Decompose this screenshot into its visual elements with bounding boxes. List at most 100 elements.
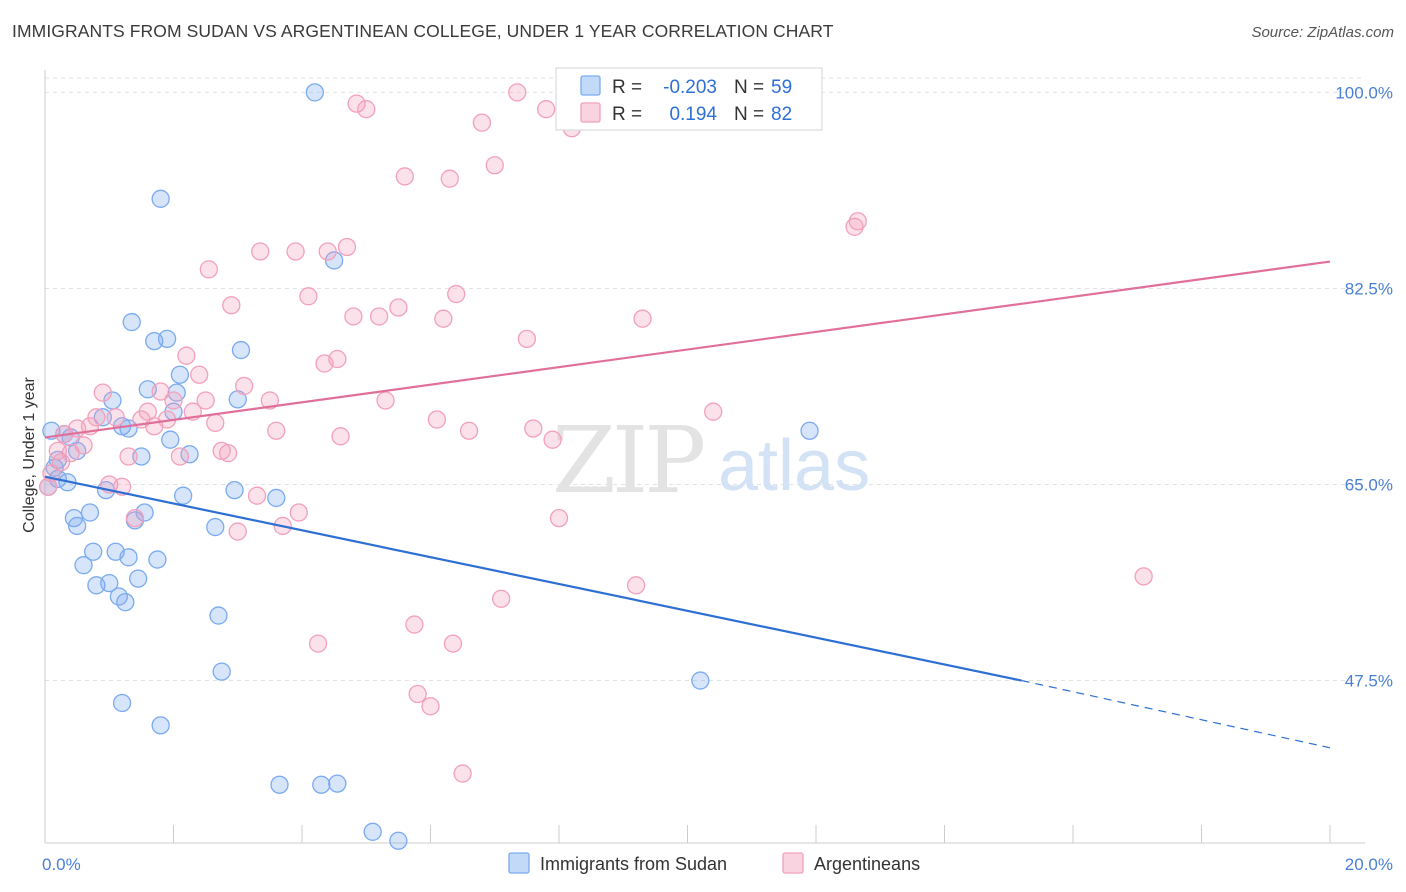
x-tick-label-0: 0.0%: [42, 855, 81, 874]
point-0-46: [312, 775, 331, 794]
point-1-51: [376, 391, 395, 410]
point-1-71: [543, 430, 562, 449]
watermark: ZIP atlas: [552, 407, 870, 514]
point-0-42: [231, 340, 251, 360]
axes: [44, 70, 1365, 844]
point-1-56: [421, 697, 440, 716]
legend-swatch-argentineans: [580, 102, 601, 123]
watermark-zip: ZIP: [552, 407, 703, 514]
point-0-39: [212, 662, 231, 681]
grid-lines: [45, 77, 1365, 682]
point-1-75: [633, 309, 652, 328]
point-1-44: [328, 349, 347, 369]
point-0-49: [363, 822, 382, 841]
point-1-58: [434, 309, 453, 328]
point-1-47: [344, 307, 363, 326]
point-1-21: [170, 447, 190, 466]
point-0-53: [691, 671, 710, 690]
y-tick-labels: 47.5% 65.0% 82.5% 100.0%: [1335, 83, 1393, 690]
point-1-55: [408, 684, 427, 704]
trend-line-extension-0: [1021, 679, 1331, 749]
legend-n-value-argentineans: 82: [771, 104, 792, 125]
point-1-74: [626, 576, 646, 595]
point-0-8: [74, 556, 93, 575]
point-1-62: [453, 764, 472, 783]
point-1-40: [299, 287, 318, 306]
point-1-63: [459, 421, 479, 440]
y-tick-label-3: 100.0%: [1335, 83, 1393, 102]
x-tick-label-1: 20.0%: [1345, 855, 1393, 874]
point-0-37: [206, 517, 225, 537]
watermark-atlas: atlas: [718, 426, 870, 506]
point-0-52: [151, 716, 170, 735]
legend-n-value-sudan: 59: [771, 77, 792, 98]
point-0-29: [151, 189, 170, 208]
point-1-54: [405, 615, 424, 634]
point-1-31: [228, 522, 247, 541]
point-1-67: [508, 83, 527, 102]
point-0-28: [148, 550, 167, 569]
point-1-76: [704, 402, 723, 421]
point-1-9: [93, 383, 112, 402]
point-0-40: [225, 480, 244, 500]
point-1-41: [308, 634, 328, 653]
point-1-69: [524, 419, 543, 438]
legend-bottom-swatch-sudan: [508, 852, 530, 874]
point-0-58: [119, 419, 138, 438]
point-1-81: [51, 452, 71, 472]
trend-line-0: [44, 475, 1022, 682]
point-0-47: [324, 251, 344, 270]
point-1-25: [196, 391, 215, 410]
x-tick-labels: 0.0% 20.0%: [42, 855, 1393, 874]
legend-bottom-label-argentineans: Argentineans: [814, 854, 920, 874]
chart-title: IMMIGRANTS FROM SUDAN VS ARGENTINEAN COL…: [12, 21, 834, 41]
point-0-25: [135, 503, 154, 522]
data-points: [39, 83, 1153, 850]
point-0-31: [161, 430, 180, 449]
point-1-78: [848, 212, 867, 231]
point-1-13: [119, 447, 138, 466]
point-1-43: [318, 242, 337, 261]
legend-top: R = -0.203 N = 59 R = 0.194 N = 82: [555, 67, 823, 131]
legend-swatch-sudan: [580, 75, 601, 96]
trend-line-1: [44, 260, 1331, 439]
point-1-14: [125, 508, 145, 528]
point-1-36: [267, 421, 286, 440]
point-1-50: [369, 307, 389, 326]
point-1-24: [190, 365, 209, 384]
point-0-51: [112, 693, 132, 713]
point-1-79: [1134, 567, 1153, 586]
point-0-44: [270, 775, 289, 794]
legend-n-label-argentineans: N =: [734, 104, 764, 125]
point-0-24: [132, 447, 151, 466]
point-1-11: [106, 408, 125, 427]
point-1-68: [517, 329, 537, 349]
y-axis-title: College, Under 1 year: [21, 377, 38, 533]
point-1-60: [443, 634, 463, 653]
legend-r-value-argentineans: 0.194: [669, 104, 717, 125]
point-1-30: [222, 296, 241, 315]
y-tick-label-2: 82.5%: [1345, 279, 1393, 298]
point-1-26: [199, 260, 218, 279]
point-1-59: [440, 169, 459, 188]
point-1-34: [251, 242, 270, 261]
point-0-20: [119, 548, 138, 567]
series-1: [39, 83, 1153, 783]
point-1-57: [427, 410, 447, 429]
point-0-14: [100, 573, 119, 593]
y-tick-label-1: 65.0%: [1345, 476, 1393, 495]
point-1-52: [389, 298, 408, 317]
legend-r-label-argentineans: R =: [612, 104, 642, 125]
point-0-50: [389, 831, 408, 850]
point-0-30: [157, 329, 177, 349]
y-tick-label-0: 47.5%: [1345, 672, 1393, 691]
point-1-6: [74, 436, 93, 455]
point-0-35: [173, 486, 193, 505]
legend-bottom-swatch-argentineans: [782, 852, 804, 874]
point-1-18: [151, 382, 170, 401]
point-0-10: [84, 542, 103, 561]
point-1-35: [260, 391, 280, 410]
point-1-53: [395, 167, 414, 186]
point-1-72: [549, 508, 569, 528]
